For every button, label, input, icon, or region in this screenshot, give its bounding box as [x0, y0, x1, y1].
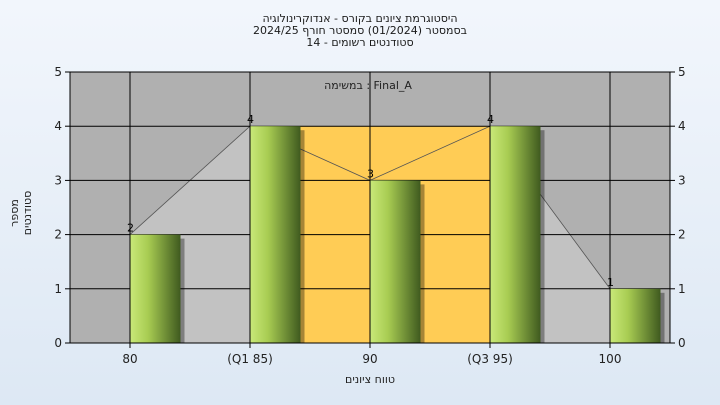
- chart-title-line-2: בסמסטר (01/2024) סמסטר חורף 2024/25: [253, 24, 467, 37]
- y-axis-title: מספר סטודנטים: [8, 190, 34, 236]
- y-tick-label-right: 2: [678, 228, 686, 242]
- chart-title-line-3: סטודנטים רשומים - 14: [306, 36, 414, 49]
- chart-title-line-1: היסטוגרמת ציונים בקורס - אנדוקרינולוגיה: [262, 12, 458, 25]
- y-tick-label-left: 4: [54, 119, 62, 133]
- bar: [250, 126, 301, 343]
- x-tick-label: 80: [122, 352, 137, 366]
- bar: [610, 288, 661, 343]
- bar: [130, 234, 181, 343]
- y-tick-label-right: 4: [678, 119, 686, 133]
- y-tick-label-left: 3: [54, 173, 62, 187]
- bar: [490, 126, 541, 343]
- y-tick-label-right: 5: [678, 65, 686, 79]
- y-tick-label-right: 1: [678, 282, 686, 296]
- x-tick-label: (Q1 85): [227, 352, 273, 366]
- x-tick-label: (Q3 95): [467, 352, 513, 366]
- y-tick-label-left: 0: [54, 336, 62, 350]
- data-label: 1: [607, 276, 614, 289]
- y-tick-label-left: 1: [54, 282, 62, 296]
- y-tick-label-left: 5: [54, 65, 62, 79]
- data-label: 2: [127, 222, 134, 235]
- y-tick-label-right: 0: [678, 336, 686, 350]
- x-tick-label: 100: [599, 352, 622, 366]
- y-tick-label-left: 2: [54, 228, 62, 242]
- x-axis-title: טווח ציונים: [345, 373, 395, 386]
- bar: [370, 180, 421, 343]
- data-label: 4: [487, 113, 494, 126]
- y-tick-label-right: 3: [678, 173, 686, 187]
- x-tick-label: 90: [362, 352, 377, 366]
- chart-annotation: במשימה : Final_A: [324, 79, 412, 92]
- data-label: 3: [367, 167, 374, 180]
- data-label: 4: [247, 113, 254, 126]
